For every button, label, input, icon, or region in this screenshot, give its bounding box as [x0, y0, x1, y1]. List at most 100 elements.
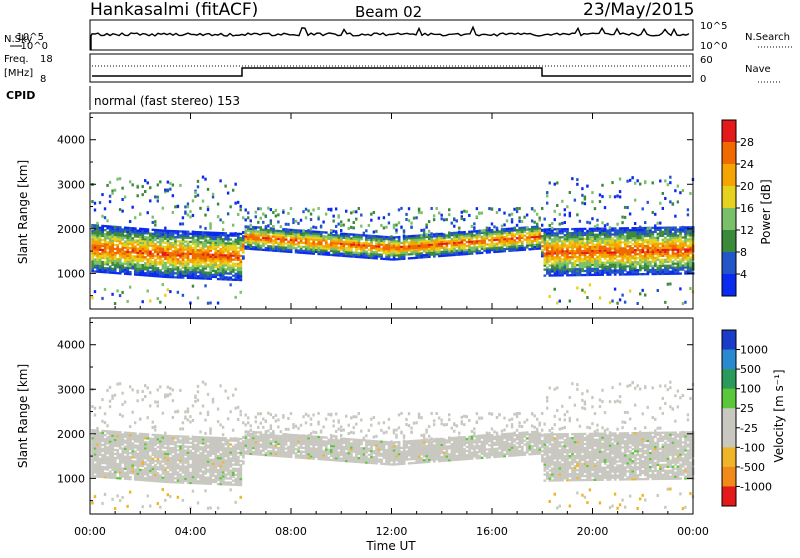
- power-cell: [584, 266, 587, 268]
- power-cell: [287, 251, 290, 253]
- velocity-cell: [101, 440, 104, 442]
- power-cell: [209, 234, 212, 236]
- power-cell: [679, 266, 682, 268]
- power-cell: [136, 268, 139, 270]
- power-cell: [169, 252, 172, 254]
- power-cell: [596, 260, 599, 262]
- power-cell: [209, 238, 212, 240]
- power-cell: [167, 242, 170, 244]
- power-cell: [626, 245, 629, 247]
- power-cell: [237, 263, 240, 265]
- power-scatter-cell: [398, 221, 400, 224]
- power-cell: [109, 253, 112, 255]
- power-cell: [109, 267, 112, 269]
- power-scatter-cell: [662, 207, 664, 210]
- power-cell: [207, 235, 210, 237]
- power-scatter-cell: [556, 181, 558, 184]
- power-cell: [433, 255, 436, 257]
- power-cell: [310, 232, 313, 234]
- velocity-cell: [144, 463, 147, 465]
- power-cell: [222, 232, 225, 234]
- velocity-cell: [106, 474, 109, 476]
- power-cell: [124, 247, 127, 249]
- power-cell: [556, 266, 559, 268]
- power-cell: [164, 262, 167, 264]
- freq-unit-label: [MHz]: [4, 68, 33, 79]
- power-cell: [116, 228, 119, 230]
- power-scatter-cell: [639, 183, 641, 186]
- power-cell: [616, 239, 619, 241]
- velocity-cell: [109, 454, 112, 456]
- power-cell: [224, 250, 227, 252]
- power-scatter-cell: [413, 217, 415, 220]
- power-cell: [684, 270, 687, 272]
- power-cell: [647, 273, 650, 275]
- power-scatter-cell: [664, 301, 666, 304]
- power-cell: [574, 240, 577, 242]
- power-cell: [353, 252, 356, 254]
- power-cell: [652, 257, 655, 259]
- power-cell: [280, 230, 283, 232]
- power-scatter-cell: [290, 207, 292, 210]
- power-cell: [639, 235, 642, 237]
- power-cell: [674, 252, 677, 254]
- power-cell: [94, 260, 97, 262]
- power-cell: [370, 237, 373, 239]
- power-cell: [649, 265, 652, 267]
- power-cell: [159, 241, 162, 243]
- power-cell: [348, 253, 351, 255]
- power-cell: [239, 263, 242, 265]
- velocity-cell: [139, 477, 142, 479]
- power-scatter-cell: [594, 225, 596, 228]
- power-cell: [564, 258, 567, 260]
- power-scatter-cell: [400, 226, 402, 229]
- power-cell: [591, 254, 594, 256]
- power-cell: [461, 243, 464, 245]
- power-cell: [420, 256, 423, 258]
- velocity-scatter-cell: [142, 398, 144, 401]
- power-cell: [212, 258, 215, 260]
- power-cell: [91, 252, 94, 254]
- power-scatter-cell: [639, 292, 641, 295]
- power-cell: [189, 249, 192, 251]
- power-cell: [229, 260, 232, 262]
- power-scatter-cell: [456, 219, 458, 222]
- power-cell: [574, 246, 577, 248]
- power-scatter-cell: [167, 181, 169, 184]
- power-scatter-cell: [142, 193, 144, 196]
- velocity-cell: [124, 452, 127, 454]
- power-cell: [247, 240, 250, 242]
- power-cell: [157, 233, 160, 235]
- power-cell: [486, 235, 489, 237]
- velocity-cell: [131, 472, 134, 474]
- power-cell: [91, 270, 94, 272]
- power-cell: [564, 260, 567, 262]
- power-scatter-cell: [237, 213, 239, 216]
- power-scatter-cell: [584, 291, 586, 294]
- power-cell: [194, 247, 197, 249]
- power-cell: [385, 248, 388, 250]
- power-cell: [204, 255, 207, 257]
- velocity-cell: [134, 450, 137, 452]
- power-cell: [355, 254, 358, 256]
- power-cell: [131, 237, 134, 239]
- power-cell: [109, 243, 112, 245]
- power-cell: [664, 227, 667, 229]
- power-cell: [194, 245, 197, 247]
- power-cell: [317, 235, 320, 237]
- power-cell: [533, 240, 536, 242]
- power-cell: [438, 243, 441, 245]
- velocity-cell: [111, 457, 114, 459]
- velocity-cell: [126, 444, 129, 446]
- power-scatter-cell: [370, 219, 372, 222]
- power-cell: [222, 268, 225, 270]
- power-cell: [684, 252, 687, 254]
- power-scatter-cell: [207, 302, 209, 305]
- power-cell: [167, 230, 170, 232]
- power-cell: [345, 249, 348, 251]
- power-cell: [99, 249, 102, 251]
- power-cell: [292, 239, 295, 241]
- power-cell: [358, 240, 361, 242]
- power-cell: [202, 273, 205, 275]
- power-scatter-cell: [275, 209, 277, 212]
